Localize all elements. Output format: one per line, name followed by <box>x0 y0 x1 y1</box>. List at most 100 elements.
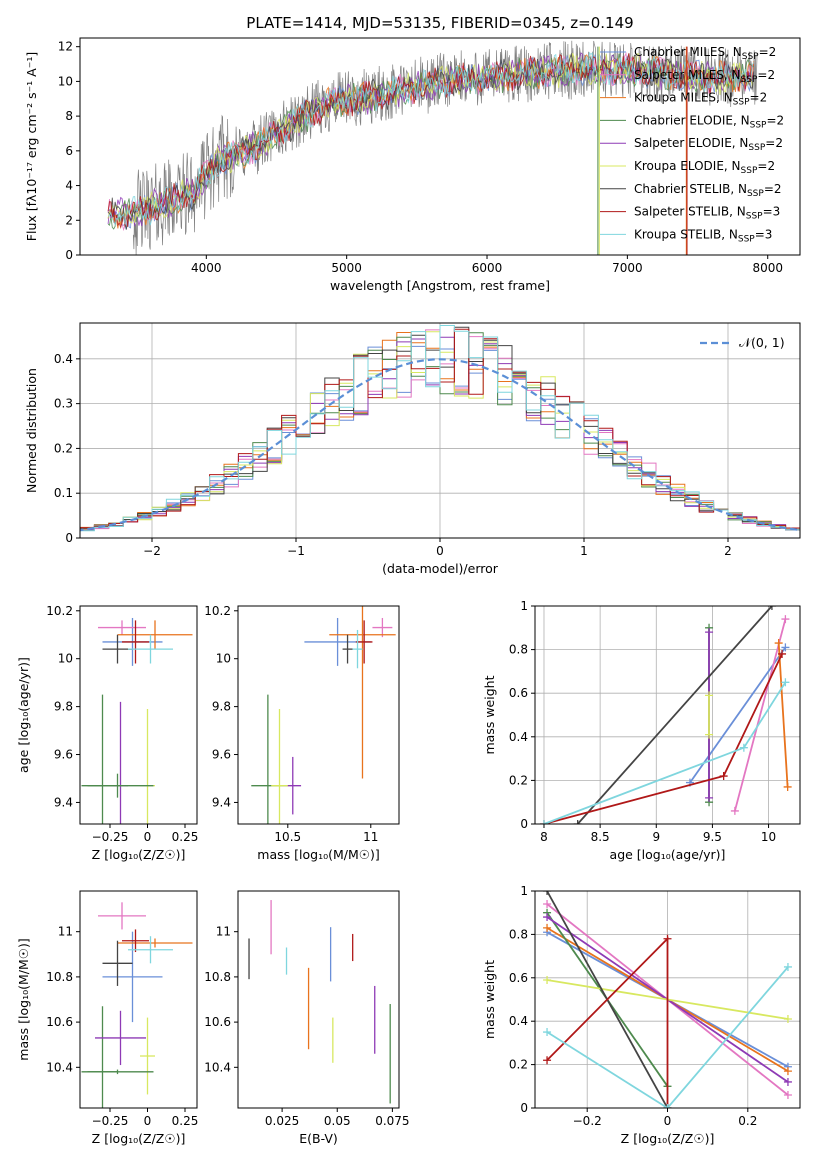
weight-marker <box>543 1028 552 1037</box>
legend-label: Kroupa ELODIE, NSSP=2 <box>634 159 775 176</box>
legend-sub: SSP <box>747 189 764 199</box>
y-tick-label: 0 <box>65 248 73 262</box>
weight-marker <box>705 691 714 700</box>
axes-frame <box>237 605 400 825</box>
x-tick-label: −0.2 <box>573 1114 602 1128</box>
x-tick-label: 9 <box>652 830 660 844</box>
model-spectrum-line-5 <box>107 53 755 224</box>
age-vs-metallicity-panel: −0.25 0 0.25 9.4 9.6 9.8 10 10.2 Z [log₁₀(Z/Z☉)]… <box>16 604 198 862</box>
y-tick-label: 6 <box>65 144 73 158</box>
x-tick-label: 0.05 <box>324 1114 351 1128</box>
weight-marker <box>543 913 552 922</box>
y-tick-label: 9.6 <box>54 748 73 762</box>
y-axis-label: mass [log₁₀(M/M☉)] <box>16 938 31 1060</box>
plot-area <box>80 325 800 533</box>
plot-area <box>81 902 193 1108</box>
x-axis-label: E(B-V) <box>299 1131 338 1146</box>
axes-frame <box>79 37 801 256</box>
weight-marker <box>705 628 714 637</box>
x-tick-label: 8 <box>540 830 548 844</box>
weight-marker <box>781 678 790 687</box>
axes-frame <box>534 605 801 825</box>
y-tick-label: 0.2 <box>509 1058 528 1072</box>
y-tick-label: 0 <box>520 817 528 831</box>
x-tick-label: 1 <box>580 544 588 558</box>
y-tick-label: 0.8 <box>509 643 528 657</box>
y-tick-label: 10 <box>58 652 73 666</box>
x-tick-label: −2 <box>143 544 161 558</box>
residuals-legend: 𝒩(0, 1) <box>700 335 785 350</box>
legend-label: 𝒩(0, 1) <box>739 335 785 350</box>
y-tick-label: 0.4 <box>509 730 528 744</box>
x-tick-label: 0 <box>144 830 152 844</box>
weight-marker <box>543 975 552 984</box>
y-axis-label: mass weight <box>482 675 497 754</box>
y-tick-label: 10.8 <box>204 970 231 984</box>
weight-marker <box>739 743 748 752</box>
y-tick-label: 9.8 <box>54 700 73 714</box>
weight-marker <box>778 649 787 658</box>
x-tick-label: −1 <box>287 544 305 558</box>
mass-vs-ebv-panel: 0.025 0.05 0.075 10.4 10.6 10.8 11 E(B-V) <box>204 890 410 1146</box>
legend-sub: SSP <box>741 166 758 176</box>
weight-marker <box>783 1090 792 1099</box>
y-axis-label: Flux [fλ10⁻¹⁷ erg cm⁻² s⁻¹ A⁻¹] <box>24 52 39 241</box>
weight-marker <box>663 1104 672 1108</box>
y-tick-label: 4 <box>65 179 73 193</box>
legend-nssp: =3 <box>763 205 781 219</box>
weight-line-7 <box>543 653 783 824</box>
x-tick-label: 10.5 <box>274 830 301 844</box>
legend-label: Salpeter ELODIE, NSSP=2 <box>634 136 783 153</box>
x-tick-label: 5000 <box>331 261 362 275</box>
y-tick-label: 0.8 <box>509 927 528 941</box>
weight-marker <box>767 606 776 610</box>
weight-marker <box>783 1015 792 1024</box>
x-tick-label: 11 <box>363 830 378 844</box>
x-tick-label: 0 <box>144 1114 152 1128</box>
y-tick-label: 0.2 <box>509 773 528 787</box>
y-tick-label: 10 <box>58 74 73 88</box>
y-tick-label: 11 <box>58 925 73 939</box>
x-axis-label: Z [log₁₀(Z/Z☉)] <box>621 1131 715 1146</box>
legend-sub: SSP <box>741 75 758 85</box>
y-tick-label: 11 <box>216 925 231 939</box>
x-tick-label: 8.5 <box>591 830 610 844</box>
y-tick-label: 10.8 <box>46 970 73 984</box>
x-tick-label: 0.2 <box>738 1114 757 1128</box>
y-tick-label: 0.2 <box>54 441 73 455</box>
x-axis-label: wavelength [Angstrom, rest frame] <box>330 278 550 293</box>
y-tick-label: 0 <box>520 1101 528 1115</box>
y-tick-label: 0.4 <box>54 352 73 366</box>
legend-sub: SSP <box>748 143 765 153</box>
legend-nssp: =2 <box>765 136 783 150</box>
legend-nssp: =2 <box>757 159 775 173</box>
model-spectrum-line-4 <box>107 52 755 227</box>
legend-label: Chabrier MILES, NSSP=2 <box>634 45 776 62</box>
weight-marker <box>663 934 672 943</box>
legend-label: Chabrier ELODIE, NSSP=2 <box>634 113 784 130</box>
residuals-panel: −2 −1 0 1 2 0 0.1 0.2 0.3 0.4 (data-model)/error No… <box>24 322 801 576</box>
y-tick-label: 8 <box>65 109 73 123</box>
x-tick-label: 4000 <box>191 261 222 275</box>
legend-nssp: =2 <box>757 68 775 82</box>
y-tick-label: 9.4 <box>212 795 231 809</box>
plot-area <box>251 606 396 824</box>
weight-marker <box>543 923 552 932</box>
model-spectrum-line-6 <box>107 52 755 230</box>
weight-line-0 <box>689 646 787 784</box>
plot-area <box>81 617 193 824</box>
gaussian-reference-line <box>80 358 800 532</box>
legend-sub: SSP <box>742 52 759 62</box>
x-tick-label: 9.5 <box>703 830 722 844</box>
y-tick-label: 9.8 <box>212 700 231 714</box>
plot-area <box>248 900 391 1104</box>
y-axis-label: mass weight <box>482 960 497 1039</box>
weight-marker <box>543 900 552 909</box>
y-tick-label: 10.4 <box>204 1060 231 1074</box>
weight-line-1 <box>734 618 787 812</box>
weight-marker <box>783 782 792 791</box>
y-tick-label: 0.3 <box>54 397 73 411</box>
legend-nssp: =2 <box>750 91 768 105</box>
weight-marker <box>781 615 790 624</box>
axes-frame <box>79 890 198 1109</box>
